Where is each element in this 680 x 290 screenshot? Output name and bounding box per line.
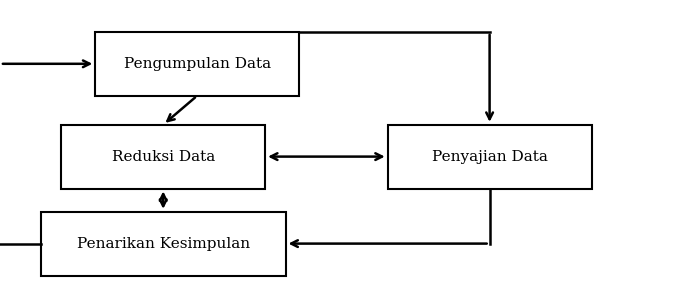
Bar (61, 125, 265, 188)
Text: Penyajian Data: Penyajian Data (432, 150, 547, 164)
Text: Pengumpulan Data: Pengumpulan Data (124, 57, 271, 71)
Text: Reduksi Data: Reduksi Data (112, 150, 215, 164)
Bar (41, 212, 286, 276)
Text: Penarikan Kesimpulan: Penarikan Kesimpulan (77, 237, 250, 251)
Bar (95, 32, 299, 96)
Bar (388, 125, 592, 188)
